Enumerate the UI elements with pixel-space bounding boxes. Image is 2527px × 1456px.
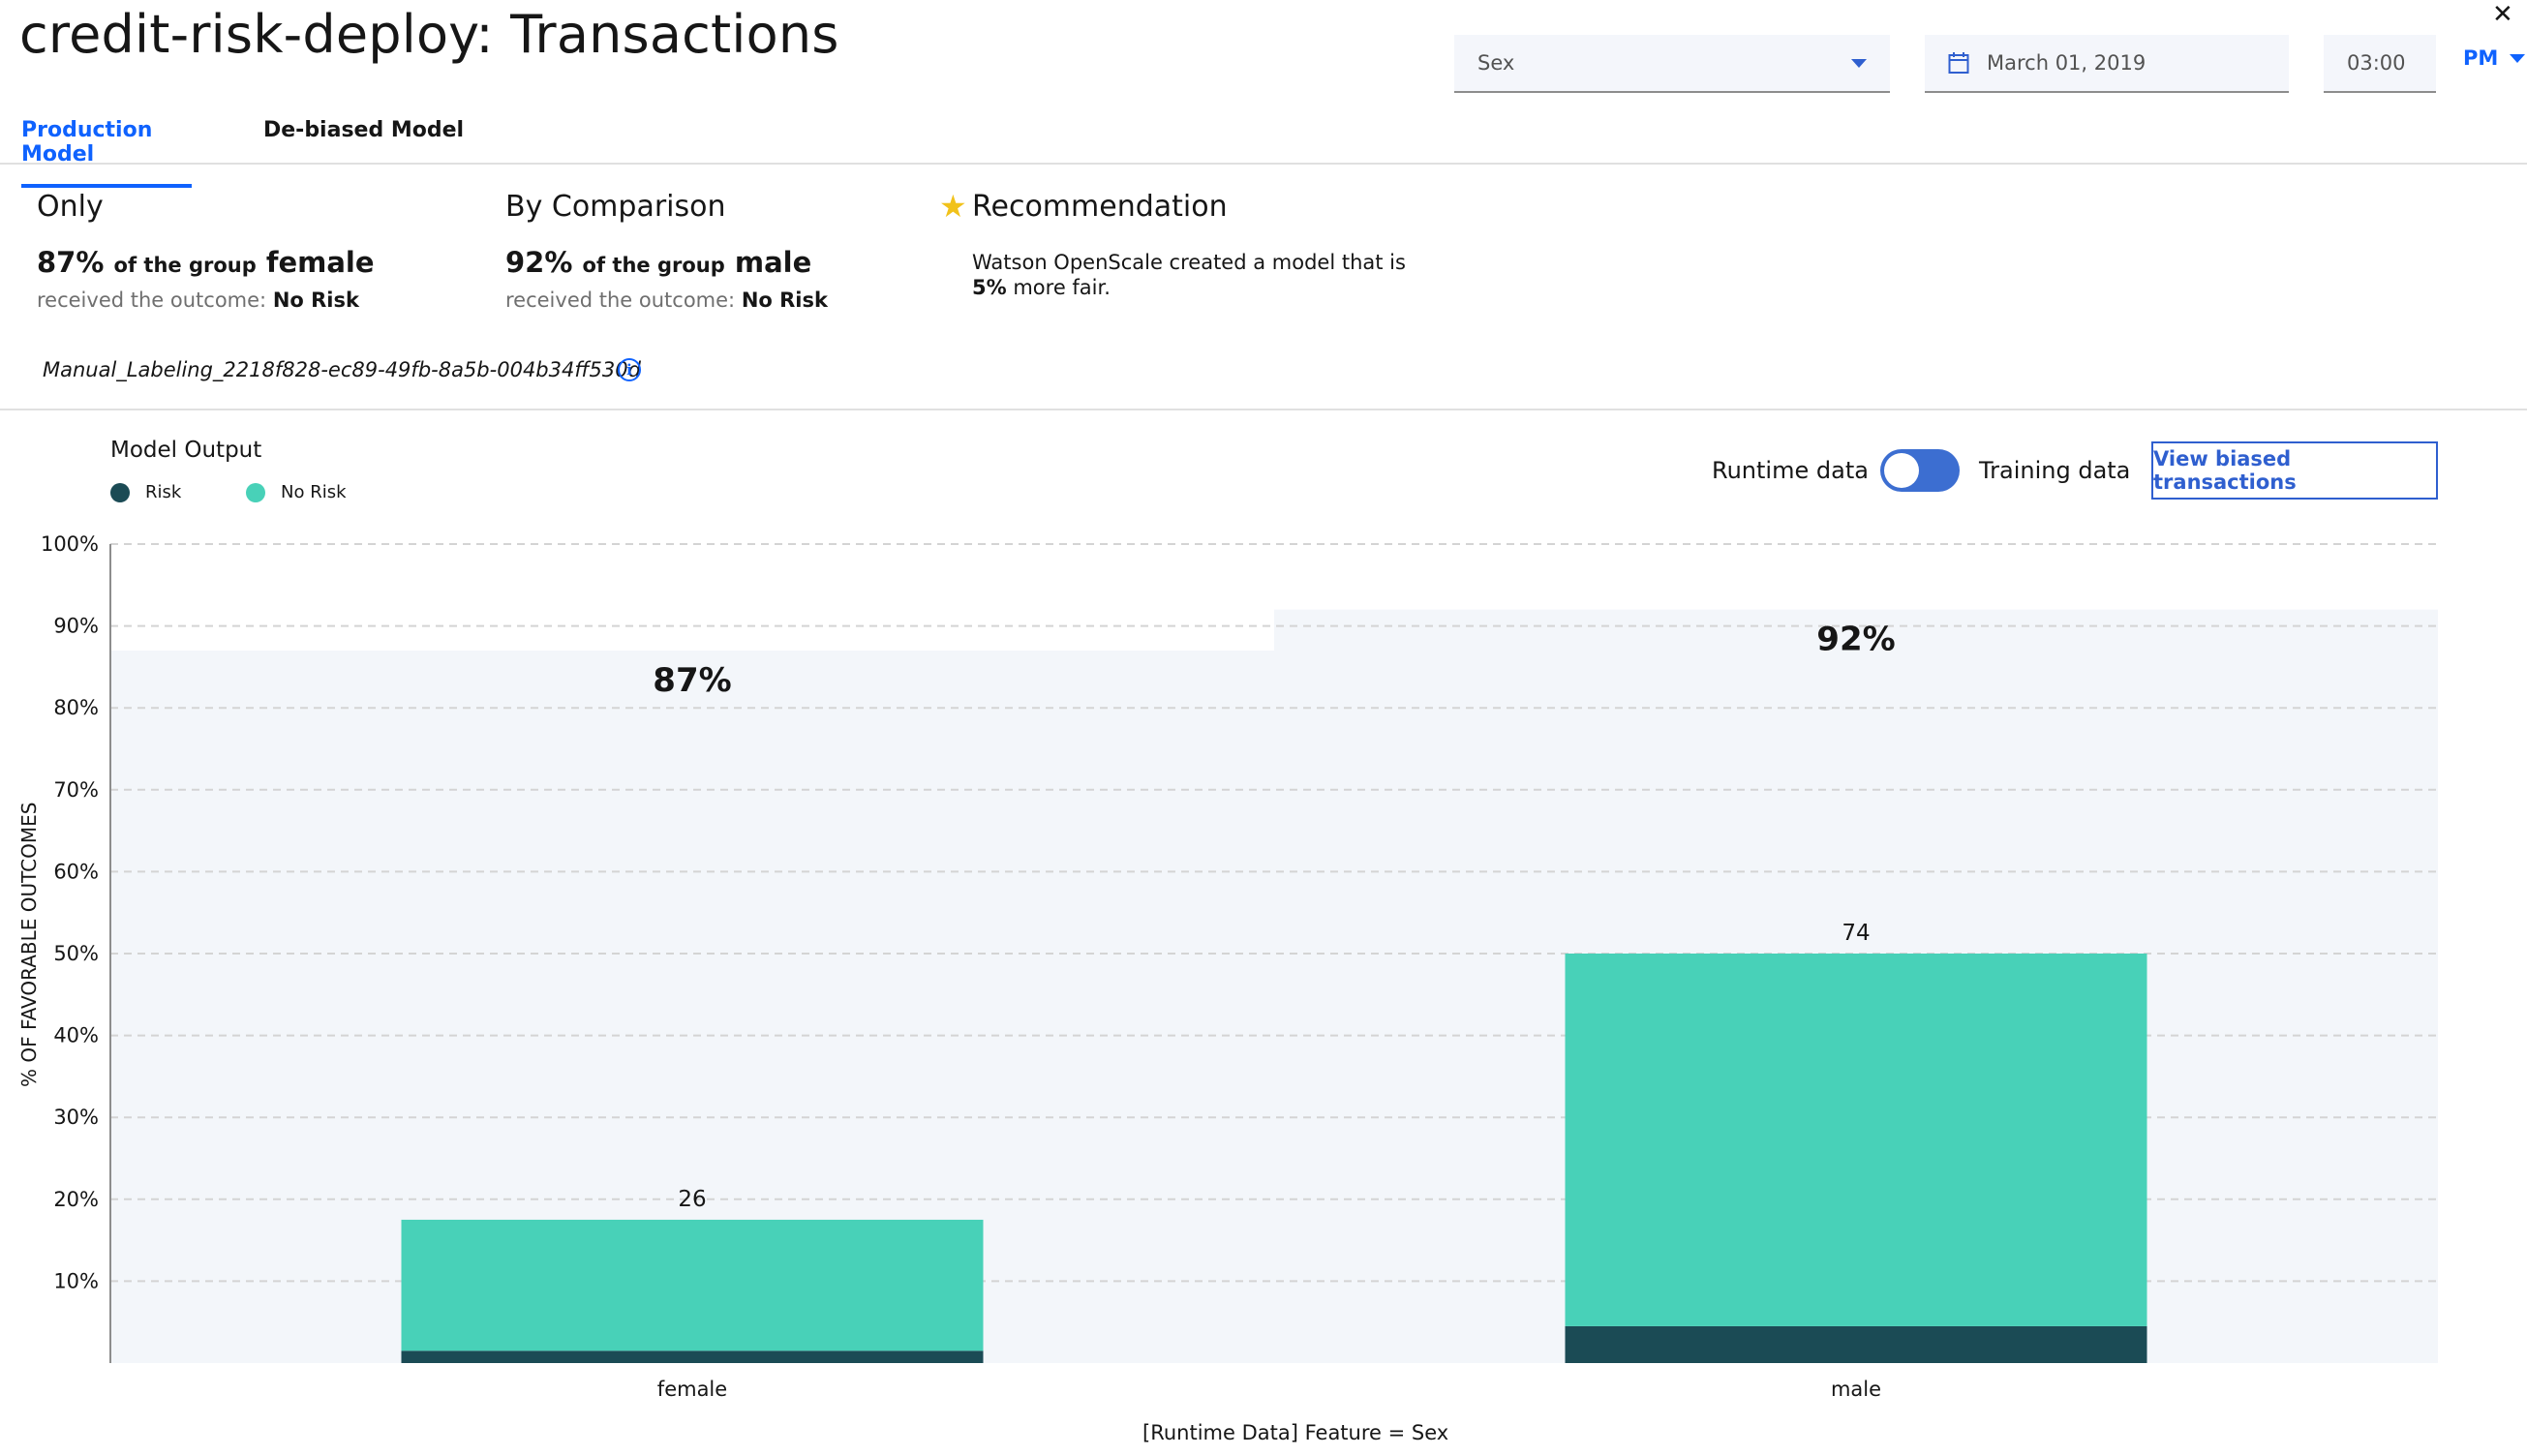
runtime-data-label: Runtime data <box>1712 457 1869 484</box>
feature-select[interactable]: Sex <box>1454 35 1890 93</box>
legend-item-risk: Risk <box>110 482 181 502</box>
y-tick-label: 80% <box>53 696 99 719</box>
y-tick-label: 50% <box>53 942 99 965</box>
close-icon[interactable]: ✕ <box>2492 0 2513 29</box>
summary-only-of-group: of the group <box>113 254 257 277</box>
tabs-divider <box>0 163 2527 165</box>
y-tick-label: 100% <box>41 532 99 556</box>
legend-label-no-risk: No Risk <box>281 482 347 502</box>
tab-production-model[interactable]: Production Model <box>21 118 192 188</box>
bar-total-label-female: 26 <box>678 1187 706 1212</box>
x-tick-label-male: male <box>1831 1378 1881 1401</box>
chevron-down-icon <box>2510 53 2526 63</box>
star-icon: ★ <box>939 188 967 225</box>
summary-only-heading: Only <box>37 190 104 224</box>
legend-label-risk: Risk <box>145 482 182 502</box>
y-tick-label: 90% <box>53 615 99 638</box>
section-divider <box>0 409 2527 410</box>
legend-title: Model Output <box>110 438 262 463</box>
summary-only-percent: 87% <box>37 246 105 279</box>
chevron-down-icon <box>1851 58 1867 68</box>
legend-dot-no-risk <box>246 482 265 502</box>
y-tick-label: 40% <box>53 1024 99 1047</box>
bar-female-no-risk <box>401 1219 984 1351</box>
summary-only-group: female <box>265 246 375 279</box>
summary-comparison-group: male <box>734 246 812 279</box>
summary-only-received: received the outcome: <box>37 288 267 312</box>
summary-comparison-heading: By Comparison <box>505 190 726 224</box>
model-id: Manual_Labeling_2218f828-ec89-49fb-8a5b-… <box>43 358 641 381</box>
data-source-toggle[interactable] <box>1880 449 1960 492</box>
date-value: March 01, 2019 <box>1987 51 2146 75</box>
y-tick-label: 30% <box>53 1106 99 1129</box>
legend-item-no-risk: No Risk <box>246 482 347 502</box>
y-tick-label: 20% <box>53 1188 99 1211</box>
bar-male-no-risk <box>1565 954 2147 1326</box>
summary-comparison-of-group: of the group <box>582 254 725 277</box>
bar-total-label-male: 74 <box>1842 921 1870 946</box>
info-icon[interactable]: i <box>618 358 641 381</box>
time-value: 03:00 <box>2347 51 2406 75</box>
summary-only-line: 87% of the group female <box>37 246 375 279</box>
recommendation-body: Watson OpenScale created a model that is <box>972 251 1406 274</box>
time-input[interactable]: 03:00 <box>2324 35 2436 93</box>
training-data-label: Training data <box>1979 457 2131 484</box>
bar-female-risk <box>401 1350 984 1363</box>
recommendation-text: Watson OpenScale created a model that is… <box>972 250 1417 300</box>
x-tick-label-female: female <box>657 1378 727 1401</box>
calendar-icon <box>1948 52 1969 74</box>
tab-debiased-model[interactable]: De-biased Model <box>263 118 465 142</box>
favorable-percent-label-female: 87% <box>653 661 731 700</box>
summary-only-sub: received the outcome: No Risk <box>37 288 359 312</box>
y-tick-label: 70% <box>53 778 99 802</box>
view-biased-transactions-button[interactable]: View biased transactions <box>2151 441 2438 500</box>
recommendation-percent: 5% <box>972 276 1007 299</box>
y-tick-label: 10% <box>53 1269 99 1292</box>
summary-comparison-sub: received the outcome: No Risk <box>505 288 828 312</box>
favorable-percent-label-male: 92% <box>1816 621 1895 659</box>
bar-male-risk <box>1565 1325 2147 1363</box>
summary-comparison-received: received the outcome: <box>505 288 736 312</box>
date-input[interactable]: March 01, 2019 <box>1925 35 2289 93</box>
bar-chart: 10% 20% 30% 40% 50% 60% 70% 80% 90% 100% 26 87% fema… <box>41 532 2438 1401</box>
summary-only-outcome: No Risk <box>272 288 359 312</box>
summary-comparison-line: 92% of the group male <box>505 246 811 279</box>
feature-select-value: Sex <box>1477 51 1515 75</box>
summary-comparison-outcome: No Risk <box>741 288 828 312</box>
summary-comparison-percent: 92% <box>505 246 573 279</box>
recommendation-heading: Recommendation <box>972 190 1228 224</box>
legend-dot-risk <box>110 482 130 502</box>
ampm-select[interactable]: PM <box>2463 46 2526 70</box>
y-tick-label: 60% <box>53 860 99 883</box>
toggle-knob <box>1884 453 1919 488</box>
ampm-value: PM <box>2463 46 2499 70</box>
x-axis-title: [Runtime Data] Feature = Sex <box>1142 1421 1449 1444</box>
page-title: credit-risk-deploy: Transactions <box>19 4 839 65</box>
recommendation-body-end: more fair. <box>1013 276 1111 299</box>
